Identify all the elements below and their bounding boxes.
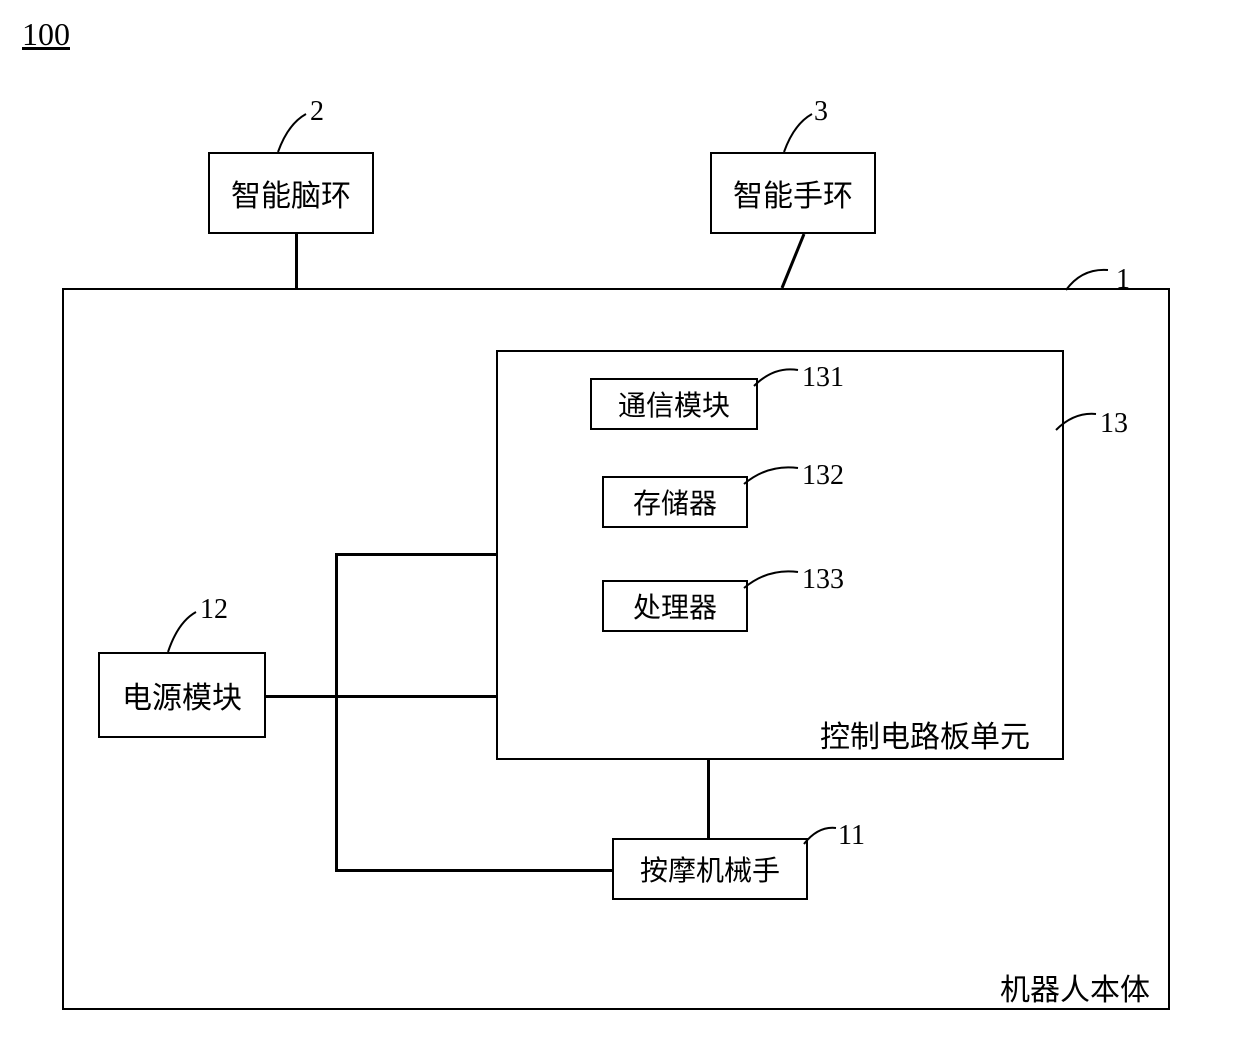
comm-module-leader [748, 360, 804, 390]
robot-body-leader [1058, 254, 1118, 296]
control-unit-ref: 13 [1100, 408, 1128, 440]
brain-band-box: 智能脑环 [208, 152, 374, 234]
power-module-leader [160, 604, 204, 656]
memory-leader [738, 458, 804, 488]
processor-label: 处理器 [633, 586, 717, 626]
control-unit-leader [1048, 404, 1102, 436]
brain-band-label: 智能脑环 [231, 171, 351, 215]
memory-ref: 132 [802, 460, 844, 492]
connector-wrist-to-body [778, 234, 810, 295]
robot-body-label: 机器人本体 [1000, 965, 1150, 1009]
wrist-band-box: 智能手环 [710, 152, 876, 234]
connector-control-to-massage [707, 760, 710, 838]
comm-module-ref: 131 [802, 362, 844, 394]
massage-hand-label: 按摩机械手 [640, 849, 780, 889]
processor-box: 处理器 [602, 580, 748, 632]
wrist-band-label: 智能手环 [733, 171, 853, 215]
connector-power-horiz [266, 695, 496, 698]
massage-hand-ref: 11 [838, 820, 865, 852]
power-module-ref: 12 [200, 594, 228, 626]
comm-module-box: 通信模块 [590, 378, 758, 430]
comm-module-label: 通信模块 [618, 384, 730, 424]
control-unit-box [496, 350, 1064, 760]
wrist-band-leader [776, 106, 820, 156]
control-unit-label: 控制电路板单元 [820, 712, 1030, 756]
connector-branch-top-horiz [335, 553, 496, 556]
processor-leader [738, 562, 804, 592]
power-module-box: 电源模块 [98, 652, 266, 738]
memory-label: 存储器 [633, 482, 717, 522]
figure-ref-label: 100 [22, 16, 70, 53]
massage-hand-leader [798, 818, 842, 850]
connector-branch-bot-horiz [335, 869, 612, 872]
processor-ref: 133 [802, 564, 844, 596]
brain-band-leader [270, 106, 314, 156]
memory-box: 存储器 [602, 476, 748, 528]
massage-hand-box: 按摩机械手 [612, 838, 808, 900]
connector-branch-vert [335, 554, 338, 871]
power-module-label: 电源模块 [122, 673, 242, 717]
connector-brain-to-body [295, 234, 298, 288]
robot-body-ref: 1 [1116, 264, 1130, 296]
